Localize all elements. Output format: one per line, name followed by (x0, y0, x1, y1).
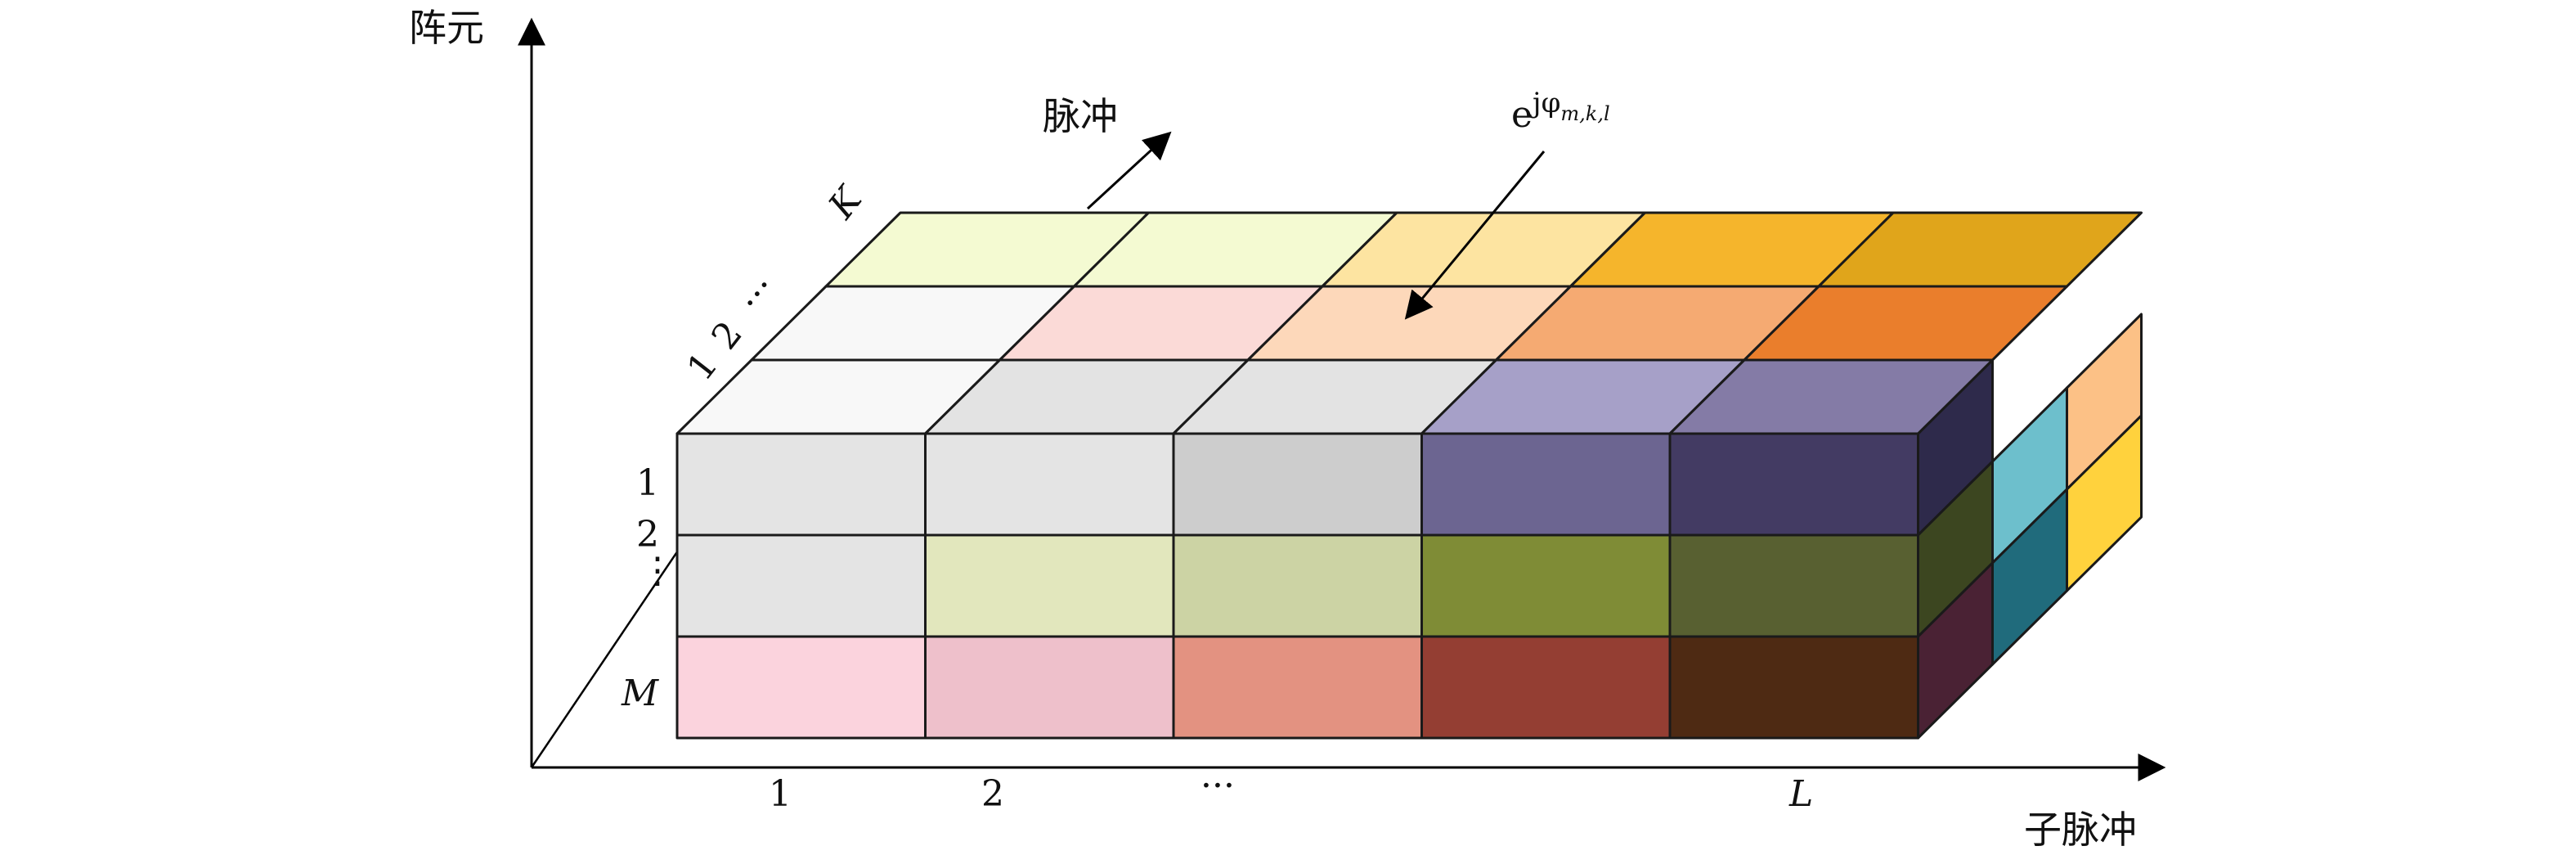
cube-front-face-r0-c4 (1668, 432, 1919, 537)
phase-annotation: ejφm,k,l (1511, 87, 1610, 136)
element-tick-2: 2 (636, 514, 659, 556)
pulse-tick-ellipsis: ··· (730, 268, 784, 320)
cube-front-face-r0-c0 (675, 432, 927, 537)
pulse-tick-2: 2 (703, 313, 750, 357)
phase-annotation-base: e (1511, 94, 1533, 136)
element-tick-1: 1 (636, 462, 659, 504)
element-tick-M: M (621, 673, 659, 714)
cube-front-face-r1-c3 (1420, 533, 1672, 638)
cube-front-face-r1-c0 (675, 533, 927, 638)
subpulse-tick-1: 1 (769, 773, 792, 815)
cube-front-face-r0-c2 (1172, 432, 1423, 537)
cube-front-face-r1-c1 (924, 533, 1175, 638)
cube-front-face-r0-c1 (924, 432, 1175, 537)
cube-front-face-r2-c0 (675, 635, 927, 740)
cube-front-face-r2-c4 (1668, 635, 1919, 740)
element-axis-label: 阵元 (409, 6, 484, 50)
pulse-arrow (1086, 131, 1172, 210)
cube-front-face-r0-c3 (1420, 432, 1672, 537)
subpulse-axis-label: 子脉冲 (2024, 808, 2137, 852)
subpulse-tick-2: 2 (981, 773, 1004, 815)
cube-front-face-r2-c2 (1172, 635, 1423, 740)
pulse-tick-K: K (820, 178, 871, 227)
data-cube (675, 211, 2143, 740)
cube-front-face-r2-c3 (1420, 635, 1672, 740)
phase-pointer-arrow (1404, 151, 1546, 320)
phase-annotation-subscript: m,k,l (1560, 102, 1609, 125)
element-tick-ellipsis: ⋮ (640, 550, 675, 592)
subpulse-tick-L: L (1788, 773, 1813, 815)
phase-annotation-exponent: jφ (1529, 87, 1560, 119)
cube-front-face-r2-c1 (924, 635, 1175, 740)
cube-front-face-r1-c4 (1668, 533, 1919, 638)
pulse-tick-1: 1 (679, 344, 725, 388)
pulse-axis-label: 脉冲 (1043, 94, 1118, 138)
subpulse-tick-ellipsis: ··· (1200, 765, 1235, 807)
cube-front-face-r1-c2 (1172, 533, 1423, 638)
